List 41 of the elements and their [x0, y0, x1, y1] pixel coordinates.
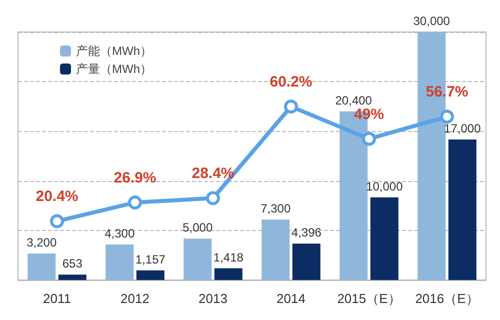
- point: [50, 214, 64, 228]
- point: [440, 110, 454, 124]
- point: [206, 191, 220, 206]
- data-label: 49%: [354, 106, 384, 123]
- data-label: 4,300: [104, 226, 135, 240]
- bar: [184, 238, 212, 280]
- bar: [262, 220, 290, 280]
- x-tick-label: 2016（E）: [415, 291, 479, 306]
- point: [284, 100, 298, 114]
- data-label: 56.7%: [426, 84, 468, 101]
- data-label: 30,000: [413, 14, 450, 28]
- x-tick-label: 2014: [276, 291, 306, 306]
- point: [128, 196, 142, 210]
- data-label: 653: [62, 256, 83, 271]
- data-label: 17,000: [444, 121, 482, 136]
- x-tick-label: 2013: [198, 291, 228, 306]
- data-label: 7,300: [260, 202, 291, 216]
- x-tick-label: 2011: [43, 291, 71, 306]
- data-label: 60.2%: [270, 74, 312, 91]
- data-label: 10,000: [366, 179, 404, 194]
- data-label: 1,157: [135, 252, 166, 266]
- data-label: 20,400: [335, 93, 372, 108]
- bar: [28, 254, 56, 280]
- bar: [448, 139, 476, 280]
- x-tick-label: 2015（E）: [337, 291, 401, 306]
- bar: [214, 268, 242, 280]
- data-label: 4,396: [291, 226, 322, 240]
- data-label: 3,200: [26, 236, 57, 250]
- bar: [58, 274, 86, 280]
- data-label: 26.9%: [114, 170, 156, 187]
- data-label: 20.4%: [36, 188, 78, 206]
- legend-label: 产量（MWh）: [76, 62, 152, 76]
- legend-label: 产能（MWh）: [76, 44, 152, 58]
- bar: [292, 244, 320, 280]
- data-label: 1,418: [213, 250, 244, 264]
- bar: [106, 244, 134, 280]
- x-tick-label: 2012: [120, 291, 150, 306]
- data-label: 5,000: [182, 220, 213, 235]
- bar: [136, 270, 164, 280]
- bar: [370, 197, 398, 280]
- point: [362, 132, 376, 146]
